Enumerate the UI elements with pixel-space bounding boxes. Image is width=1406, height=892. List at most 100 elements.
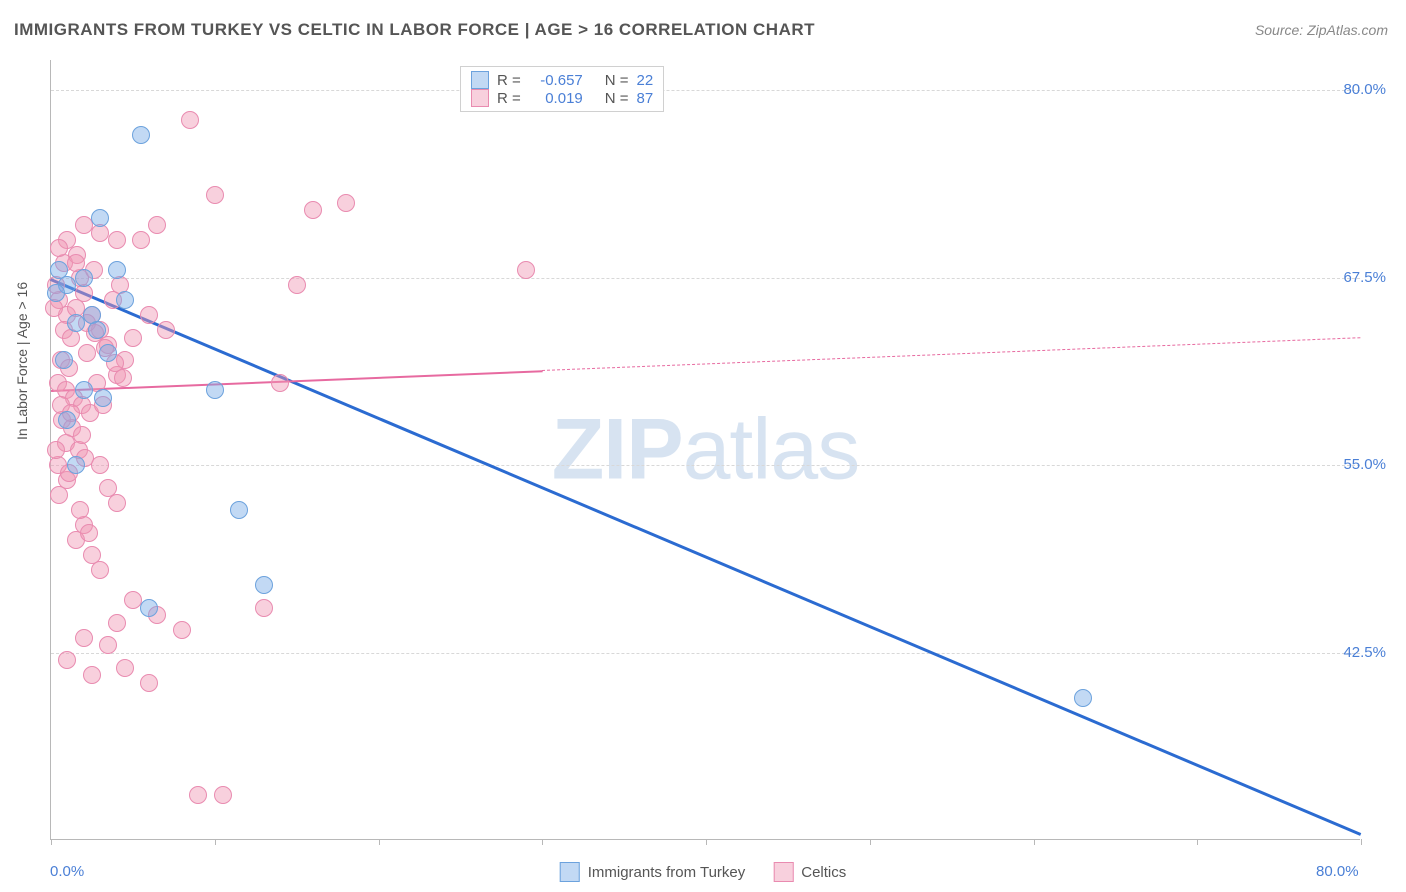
data-point — [80, 524, 98, 542]
watermark: ZIPatlas — [552, 400, 859, 499]
series-legend: Immigrants from Turkey Celtics — [560, 862, 847, 882]
data-point — [71, 501, 89, 519]
data-point — [78, 344, 96, 362]
data-point — [206, 381, 224, 399]
x-tick — [706, 839, 707, 845]
data-point — [304, 201, 322, 219]
data-point — [173, 621, 191, 639]
data-point — [108, 261, 126, 279]
data-point — [255, 599, 273, 617]
data-point — [337, 194, 355, 212]
data-point — [1074, 689, 1092, 707]
data-point — [75, 629, 93, 647]
x-tick — [542, 839, 543, 845]
x-tick — [379, 839, 380, 845]
y-axis-label: In Labor Force | Age > 16 — [14, 282, 30, 440]
r-label: R = — [497, 90, 521, 107]
data-point — [88, 321, 106, 339]
data-point — [50, 239, 68, 257]
data-point — [91, 561, 109, 579]
data-point — [108, 494, 126, 512]
plot-area: ZIPatlas — [50, 60, 1360, 840]
legend-label: Celtics — [801, 864, 846, 881]
legend-item: Immigrants from Turkey — [560, 862, 746, 882]
data-point — [75, 381, 93, 399]
trend-line — [50, 278, 1361, 836]
data-point — [75, 216, 93, 234]
correlation-legend: R = -0.657 N = 22 R = 0.019 N = 87 — [460, 66, 664, 112]
n-label: N = — [605, 90, 629, 107]
x-tick — [215, 839, 216, 845]
data-point — [517, 261, 535, 279]
data-point — [206, 186, 224, 204]
data-point — [91, 209, 109, 227]
legend-row: R = -0.657 N = 22 — [471, 71, 653, 89]
data-point — [83, 666, 101, 684]
n-label: N = — [605, 72, 629, 89]
watermark-rest: atlas — [683, 401, 860, 497]
data-point — [47, 284, 65, 302]
gridline — [51, 465, 1360, 466]
data-point — [47, 441, 65, 459]
legend-swatch — [773, 862, 793, 882]
legend-label: Immigrants from Turkey — [588, 864, 746, 881]
data-point — [157, 321, 175, 339]
data-point — [75, 269, 93, 287]
gridline — [51, 90, 1360, 91]
x-tick — [51, 839, 52, 845]
data-point — [288, 276, 306, 294]
data-point — [132, 231, 150, 249]
r-value: -0.657 — [529, 72, 583, 89]
data-point — [108, 231, 126, 249]
n-value: 22 — [637, 72, 654, 89]
data-point — [67, 314, 85, 332]
r-label: R = — [497, 72, 521, 89]
y-tick-label: 80.0% — [1343, 81, 1386, 98]
data-point — [140, 599, 158, 617]
chart-title: IMMIGRANTS FROM TURKEY VS CELTIC IN LABO… — [14, 20, 815, 40]
legend-swatch — [560, 862, 580, 882]
data-point — [132, 126, 150, 144]
n-value: 87 — [637, 90, 654, 107]
data-point — [181, 111, 199, 129]
gridline — [51, 278, 1360, 279]
legend-item: Celtics — [773, 862, 846, 882]
data-point — [108, 614, 126, 632]
legend-swatch — [471, 89, 489, 107]
x-tick-label: 0.0% — [50, 863, 84, 880]
data-point — [271, 374, 289, 392]
y-tick-label: 67.5% — [1343, 269, 1386, 286]
data-point — [230, 501, 248, 519]
data-point — [255, 576, 273, 594]
data-point — [140, 674, 158, 692]
data-point — [114, 369, 132, 387]
x-tick — [1361, 839, 1362, 845]
chart-container: IMMIGRANTS FROM TURKEY VS CELTIC IN LABO… — [0, 0, 1406, 892]
data-point — [99, 344, 117, 362]
legend-swatch — [471, 71, 489, 89]
data-point — [99, 636, 117, 654]
data-point — [58, 651, 76, 669]
data-point — [73, 426, 91, 444]
data-point — [189, 786, 207, 804]
watermark-bold: ZIP — [552, 401, 683, 497]
data-point — [67, 456, 85, 474]
data-point — [124, 329, 142, 347]
x-tick — [870, 839, 871, 845]
r-value: 0.019 — [529, 90, 583, 107]
data-point — [50, 486, 68, 504]
y-tick-label: 55.0% — [1343, 456, 1386, 473]
data-point — [124, 591, 142, 609]
data-point — [58, 411, 76, 429]
x-tick-label: 80.0% — [1316, 863, 1359, 880]
legend-row: R = 0.019 N = 87 — [471, 89, 653, 107]
data-point — [116, 291, 134, 309]
trend-line — [542, 338, 1361, 372]
source-attribution: Source: ZipAtlas.com — [1255, 22, 1388, 38]
gridline — [51, 653, 1360, 654]
data-point — [140, 306, 158, 324]
y-tick-label: 42.5% — [1343, 644, 1386, 661]
data-point — [116, 659, 134, 677]
data-point — [214, 786, 232, 804]
x-tick — [1197, 839, 1198, 845]
